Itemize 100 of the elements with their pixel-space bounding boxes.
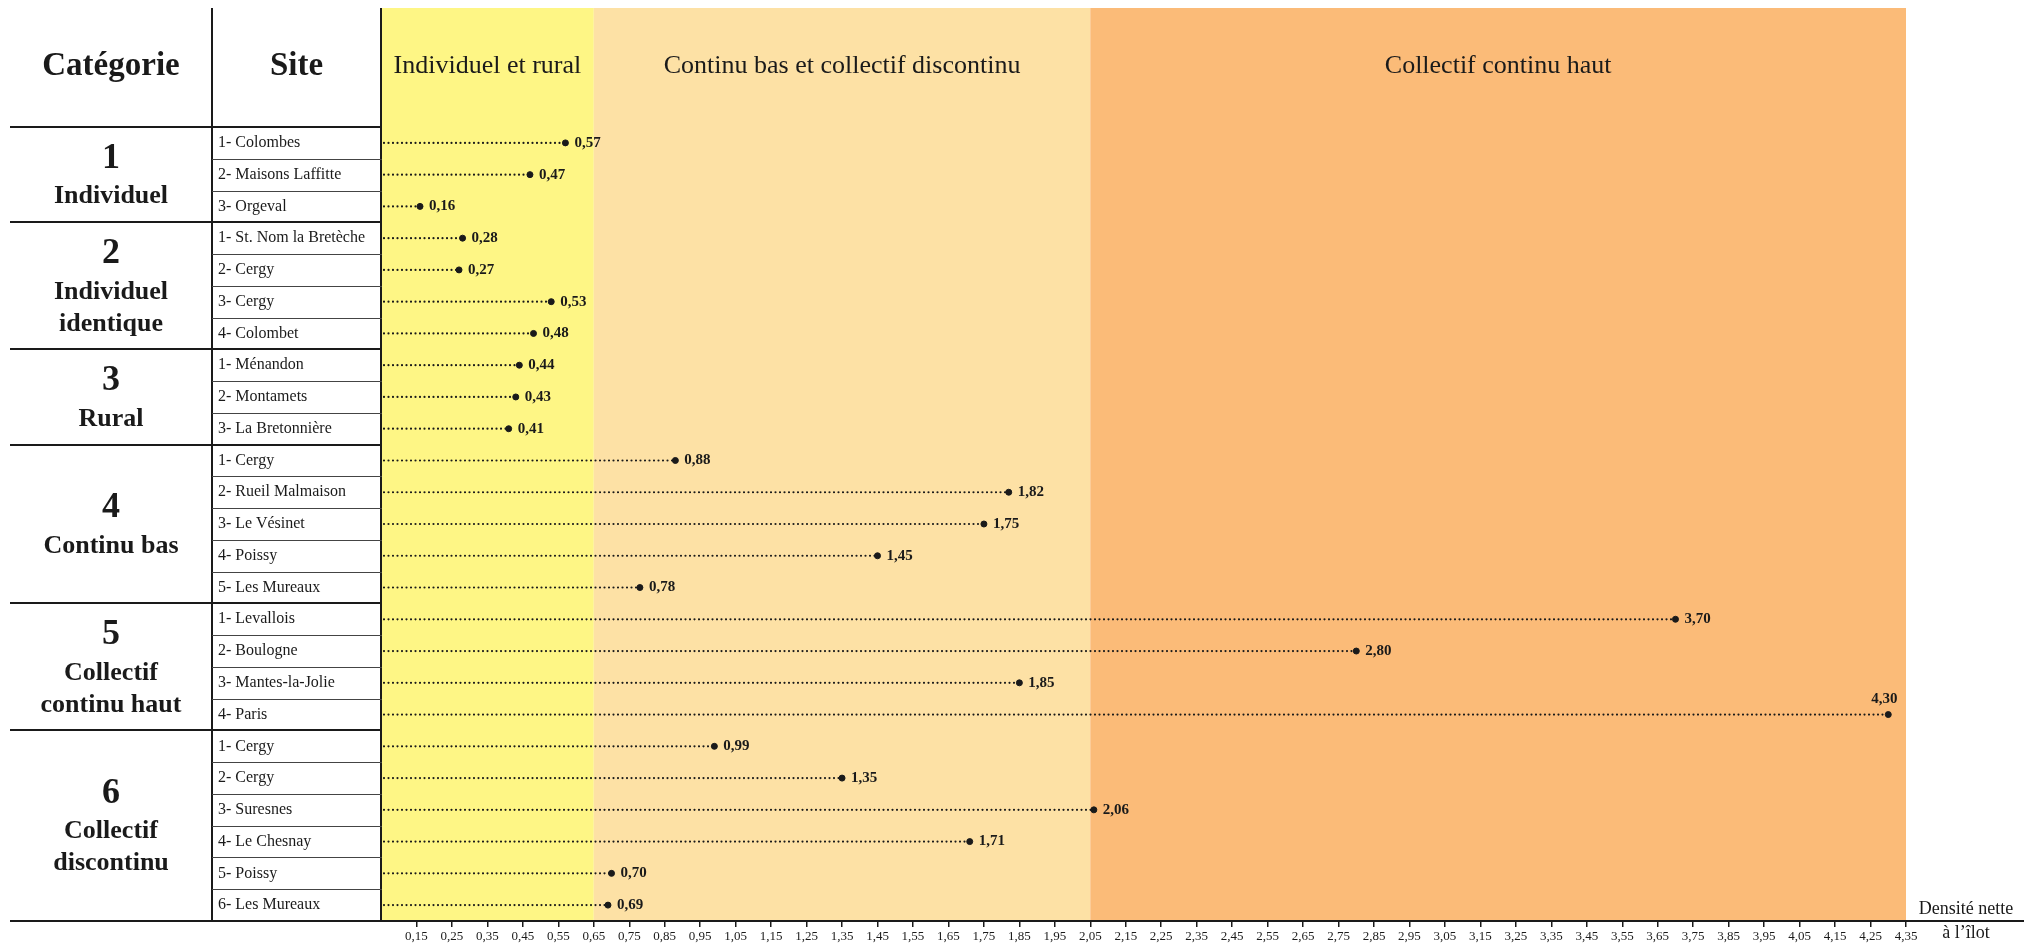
data-label: 0,48 bbox=[542, 324, 569, 341]
point bbox=[1884, 711, 1892, 719]
point bbox=[838, 774, 846, 782]
data-label: 0,16 bbox=[429, 197, 456, 214]
x-tick-label: 3,85 bbox=[1717, 928, 1741, 944]
x-tick-label: 3,95 bbox=[1752, 928, 1776, 944]
data-label: 0,47 bbox=[538, 165, 566, 182]
x-tick-label: 2,15 bbox=[1114, 928, 1138, 944]
data-label: 1,45 bbox=[886, 546, 913, 563]
x-tick-label: 3,55 bbox=[1610, 928, 1634, 944]
x-tick-label: 1,05 bbox=[724, 928, 748, 944]
data-label: 0,43 bbox=[524, 387, 552, 404]
data-label: 4,30 bbox=[1871, 690, 1898, 707]
x-tick-label: 0,65 bbox=[582, 928, 606, 944]
x-tick-label: 0,85 bbox=[653, 928, 677, 944]
data-label: 1,75 bbox=[992, 514, 1020, 531]
y-tick-label: 4- Poissy bbox=[218, 545, 278, 564]
point bbox=[1671, 615, 1679, 623]
y-tick-label: 4- Colombet bbox=[218, 323, 299, 341]
y-tick-label: 5- Les Mureaux bbox=[218, 577, 321, 595]
y-tick-label: 3- Cergy bbox=[218, 291, 275, 310]
text: 5 Collectif continu haut bbox=[40, 612, 182, 718]
data-label: 0,27 bbox=[468, 260, 495, 277]
y-tick-label: 2- Boulogne bbox=[218, 641, 298, 660]
point bbox=[710, 742, 718, 750]
text: 4 Continu bas bbox=[43, 485, 179, 559]
x-tick-label: 3,35 bbox=[1539, 928, 1563, 944]
y-tick-label: 2- Maisons Laffitte bbox=[218, 164, 342, 182]
point bbox=[505, 425, 513, 433]
y-tick-label: 3- Le Vésinet bbox=[218, 514, 306, 532]
point bbox=[1352, 647, 1360, 655]
point bbox=[512, 393, 520, 401]
data-label: 0,70 bbox=[620, 864, 647, 881]
data-label: 1,35 bbox=[851, 768, 878, 785]
x-tick-label: 4,05 bbox=[1788, 928, 1811, 944]
y-tick-label: 5- Poissy bbox=[218, 863, 278, 882]
point bbox=[874, 552, 882, 560]
x-tick-label: 1,15 bbox=[759, 928, 783, 944]
x-tick-label: 1,95 bbox=[1043, 928, 1067, 944]
text: 3 Rural bbox=[78, 358, 144, 432]
y-tick-label: 3- Orgeval bbox=[218, 196, 288, 215]
x-tick-label: 1,85 bbox=[1008, 928, 1031, 944]
text: 1 Individuel bbox=[53, 135, 169, 210]
text: 2 Individuel identique bbox=[53, 231, 169, 337]
x-tick-label: 2,35 bbox=[1185, 928, 1209, 944]
data-label: 0,88 bbox=[684, 451, 711, 468]
point bbox=[1090, 806, 1098, 814]
x-tick-label: 1,75 bbox=[972, 928, 996, 944]
data-label: 2,06 bbox=[1102, 800, 1130, 817]
band-label: Individuel et rural bbox=[393, 49, 582, 79]
y-axis-title: Site bbox=[269, 45, 324, 82]
data-label: 1,71 bbox=[978, 832, 1005, 849]
text: Catégorie bbox=[42, 45, 180, 82]
y-tick-label: 6- Les Mureaux bbox=[218, 895, 321, 913]
x-tick-label: 2,55 bbox=[1256, 928, 1279, 944]
point bbox=[671, 456, 679, 464]
data-label: 2,80 bbox=[1365, 641, 1392, 658]
x-tick-label: 4,15 bbox=[1823, 928, 1847, 944]
data-label: 0,53 bbox=[560, 292, 587, 309]
point bbox=[980, 520, 988, 528]
y-tick-label: 1- Cergy bbox=[218, 736, 275, 755]
x-tick-label: 4,25 bbox=[1859, 928, 1882, 944]
x-tick-label: 2,75 bbox=[1327, 928, 1350, 944]
point bbox=[608, 869, 616, 877]
data-label: 0,28 bbox=[471, 229, 498, 246]
x-axis-title: Densité nette à l’îlot bbox=[1918, 897, 2014, 942]
point bbox=[547, 298, 555, 306]
y-tick-label: 3- Mantes-la-Jolie bbox=[218, 673, 335, 690]
data-label: 3,70 bbox=[1684, 610, 1711, 627]
x-tick-label: 1,25 bbox=[795, 928, 818, 944]
y-tick-label: 4- Le Chesnay bbox=[218, 831, 312, 850]
y-tick-label: 3- Suresnes bbox=[218, 800, 293, 818]
data-label: 0,78 bbox=[648, 578, 676, 595]
data-label: 0,69 bbox=[616, 895, 644, 912]
x-tick-label: 1,55 bbox=[901, 928, 925, 944]
y-tick-label: 1- St. Nom la Bretèche bbox=[218, 228, 366, 246]
point bbox=[561, 139, 569, 147]
x-tick-label: 2,45 bbox=[1220, 928, 1244, 944]
data-label: 0,41 bbox=[517, 419, 544, 436]
y-tick-label: 1- Cergy bbox=[218, 450, 275, 469]
x-tick-label: 3,25 bbox=[1504, 928, 1528, 944]
y-tick-label: 2- Montamets bbox=[218, 387, 308, 405]
x-tick-label: 3,15 bbox=[1469, 928, 1492, 944]
x-tick-label: 0,45 bbox=[511, 928, 535, 944]
point bbox=[530, 329, 537, 337]
y-tick-label: 1- Levallois bbox=[218, 609, 295, 627]
point bbox=[1005, 488, 1013, 496]
x-tick-label: 0,15 bbox=[405, 928, 428, 944]
data-label: 0,99 bbox=[723, 737, 750, 754]
point bbox=[1015, 679, 1023, 687]
x-tick-label: 2,05 bbox=[1078, 928, 1102, 944]
x-tick-label: 2,65 bbox=[1291, 928, 1315, 944]
x-tick-label: 3,75 bbox=[1681, 928, 1705, 944]
point bbox=[604, 901, 612, 909]
x-tick-label: 0,55 bbox=[546, 928, 570, 944]
x-tick-label: 0,75 bbox=[617, 928, 641, 944]
data-label: 0,44 bbox=[528, 356, 556, 373]
x-tick-label: 1,65 bbox=[937, 928, 960, 944]
x-tick-label: 3,65 bbox=[1646, 928, 1670, 944]
y-tick-label: 2- Rueil Malmaison bbox=[218, 482, 346, 500]
